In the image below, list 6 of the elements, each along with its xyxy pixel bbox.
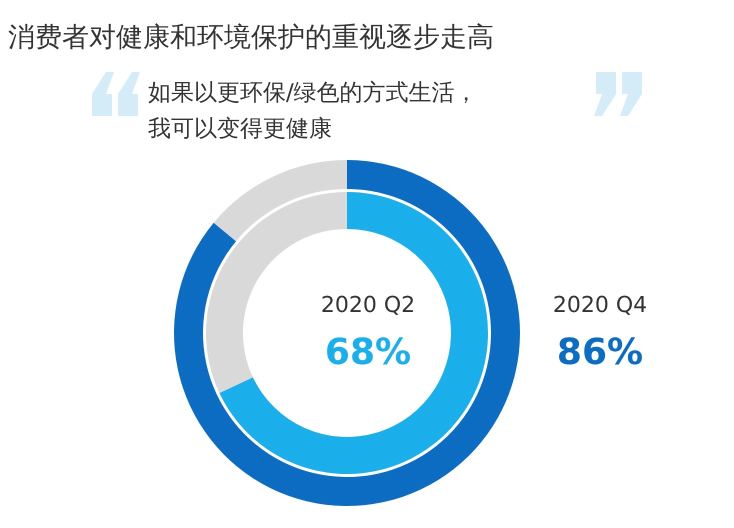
data-label: 68% [324, 332, 412, 373]
data-label: 86% [556, 332, 644, 373]
chart-title: 消费者对健康和环境保护的重视逐步走高 [8, 22, 494, 53]
slice-label: 2020 Q2 [320, 293, 416, 318]
chart-subtitle: 如果以更环保/绿色的方式生活，我可以变得更健康 [148, 80, 478, 142]
slice-label: 2020 Q4 [552, 293, 648, 318]
